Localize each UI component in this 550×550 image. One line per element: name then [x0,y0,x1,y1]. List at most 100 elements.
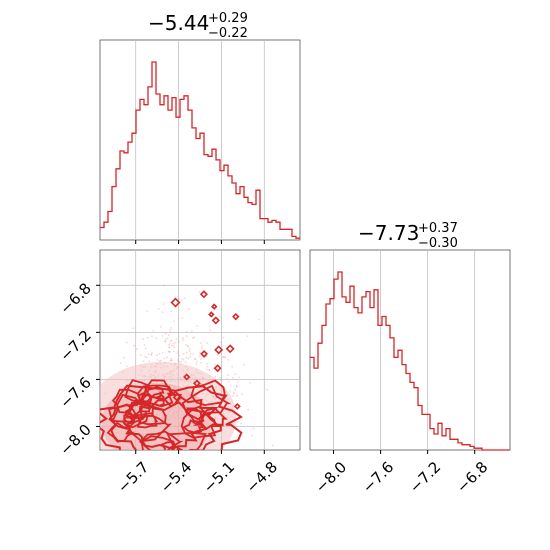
scatter-point [237,376,240,379]
scatter-point [170,310,172,313]
scatter-point [178,340,180,343]
scatter-point [169,331,172,333]
scatter-point [240,422,242,425]
scatter-point [219,377,222,379]
scatter-point [173,320,176,323]
scatter-point [161,335,164,337]
scatter-point [266,388,269,391]
scatter-point [165,356,168,359]
scatter-point [224,356,227,359]
scatter-point [142,360,145,363]
contour-line [214,345,224,355]
scatter-point [182,359,185,361]
scatter-point [241,393,244,396]
scatter-point [193,358,196,360]
contour-line [210,303,218,310]
scatter-point [125,365,128,368]
scatter-point [214,363,216,366]
scatter-point [199,351,202,354]
scatter-point [164,340,166,342]
scatter-point [119,362,122,365]
scatter-point [170,359,173,362]
scatter-point [196,325,199,327]
histogram-top-left [100,61,300,239]
scatter-point [187,357,190,360]
scatter-point [208,369,211,372]
y-tick-label: −8.0 [56,421,94,459]
scatter-point [185,344,188,346]
contour-line [232,312,240,321]
scatter-point [271,444,274,447]
contour-line [183,373,191,381]
scatter-point [234,388,237,391]
scatter-point [222,336,225,339]
scatter-point [219,378,222,381]
x-tick-label: −5.4 [157,458,195,496]
scatter-point [206,342,209,345]
scatter-point [232,391,235,394]
scatter-point [146,310,149,313]
scatter-point [195,362,198,365]
scatter-point [172,350,175,353]
scatter-point [229,389,231,392]
scatter-point [172,342,175,345]
y-tick-label: −7.2 [56,326,94,364]
scatter-point [222,356,225,358]
scatter-point [216,353,219,356]
scatter-point [226,378,228,380]
scatter-point [246,335,249,338]
y-tick-label: −6.8 [56,279,94,317]
scatter-point [132,327,135,330]
scatter-point [145,356,148,359]
scatter-point [170,357,173,360]
scatter-point [144,355,147,358]
scatter-point [232,377,234,379]
contour-line [100,384,243,450]
scatter-point [227,358,230,361]
scatter-point [159,359,162,362]
scatter-point [231,365,234,368]
scatter-point [185,335,188,337]
scatter-point [139,354,142,356]
scatter-point [170,344,173,347]
scatter-point [194,358,197,360]
scatter-point [161,352,164,354]
x-tick-label: −4.8 [243,458,281,496]
scatter-point [209,329,212,332]
scatter-point [233,392,235,395]
scatter-point [142,338,145,341]
scatter-point [219,315,222,318]
scatter-point [200,347,203,350]
scatter-point [237,380,239,383]
scatter-point [151,335,153,338]
scatter-point [188,350,191,353]
scatter-point [156,354,158,357]
scatter-point [190,330,193,333]
top-left-title: −5.44 [148,11,209,35]
scatter-point [157,308,160,310]
scatter-point [175,338,178,341]
bottom-right-title-upper: +0.37 [418,221,458,236]
contour-line [123,399,207,450]
scatter-point [168,351,171,353]
contour-line [170,297,181,308]
scatter-point [167,350,170,353]
contour-group [100,290,243,450]
scatter-point [170,327,173,329]
scatter-point [178,354,181,357]
scatter-point [174,341,177,344]
contour-line [199,290,208,299]
scatter-point [152,329,155,332]
top-left-title-upper: +0.29 [208,11,248,26]
contour-line [233,402,241,410]
scatter-point [176,352,179,355]
x-tick-label: −7.6 [359,458,397,496]
scatter-point [252,427,255,430]
scatter-point [201,345,204,348]
scatter-point [257,318,260,321]
x-tick-label: −5.7 [114,458,152,496]
scatter-point [189,353,192,355]
contour-line [108,390,222,450]
scatter-point [136,348,138,350]
